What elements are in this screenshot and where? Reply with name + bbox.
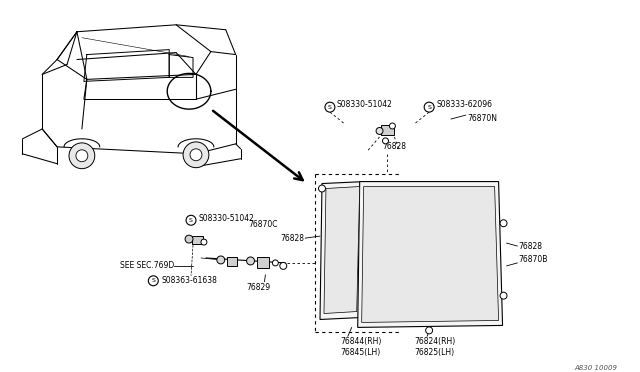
Circle shape <box>390 123 396 129</box>
Bar <box>257 257 269 268</box>
Polygon shape <box>324 186 360 314</box>
Text: S: S <box>328 105 332 110</box>
Text: 76870N: 76870N <box>467 114 497 123</box>
Text: S08330-51042: S08330-51042 <box>337 100 393 109</box>
Text: 76844(RH)
76845(LH): 76844(RH) 76845(LH) <box>340 337 381 357</box>
Text: 76828: 76828 <box>383 142 406 151</box>
Text: S: S <box>152 278 156 283</box>
Circle shape <box>424 102 434 112</box>
Circle shape <box>319 185 326 192</box>
Text: 76870B: 76870B <box>518 256 548 264</box>
Circle shape <box>280 262 287 269</box>
Circle shape <box>500 220 507 227</box>
Circle shape <box>500 292 507 299</box>
Text: S08330-51042: S08330-51042 <box>199 214 255 223</box>
Text: S08333-62096: S08333-62096 <box>436 100 492 109</box>
Circle shape <box>69 143 95 169</box>
Text: 76870C: 76870C <box>248 220 278 229</box>
Circle shape <box>185 235 193 243</box>
Text: S: S <box>427 105 431 110</box>
Polygon shape <box>362 186 499 323</box>
Polygon shape <box>320 182 365 320</box>
Polygon shape <box>358 182 502 327</box>
Circle shape <box>217 256 225 264</box>
Bar <box>192 236 203 244</box>
Circle shape <box>325 102 335 112</box>
Bar <box>381 125 394 135</box>
Text: S: S <box>189 218 193 223</box>
Text: 76829: 76829 <box>246 283 271 292</box>
Circle shape <box>76 150 88 162</box>
Text: SEE SEC.769D: SEE SEC.769D <box>120 262 174 270</box>
Circle shape <box>246 257 255 265</box>
Text: S08363-61638: S08363-61638 <box>161 276 217 285</box>
Circle shape <box>426 327 433 334</box>
Bar <box>227 257 237 266</box>
Text: 76824(RH)
76825(LH): 76824(RH) 76825(LH) <box>414 337 456 357</box>
Circle shape <box>201 239 207 245</box>
Text: 76828: 76828 <box>518 241 543 251</box>
Circle shape <box>383 138 388 144</box>
Text: A830 10009: A830 10009 <box>575 365 618 371</box>
Circle shape <box>376 128 383 134</box>
Circle shape <box>148 276 158 286</box>
Circle shape <box>183 142 209 168</box>
Text: 76828: 76828 <box>280 234 304 243</box>
Circle shape <box>273 260 278 266</box>
Circle shape <box>190 149 202 161</box>
Circle shape <box>186 215 196 225</box>
